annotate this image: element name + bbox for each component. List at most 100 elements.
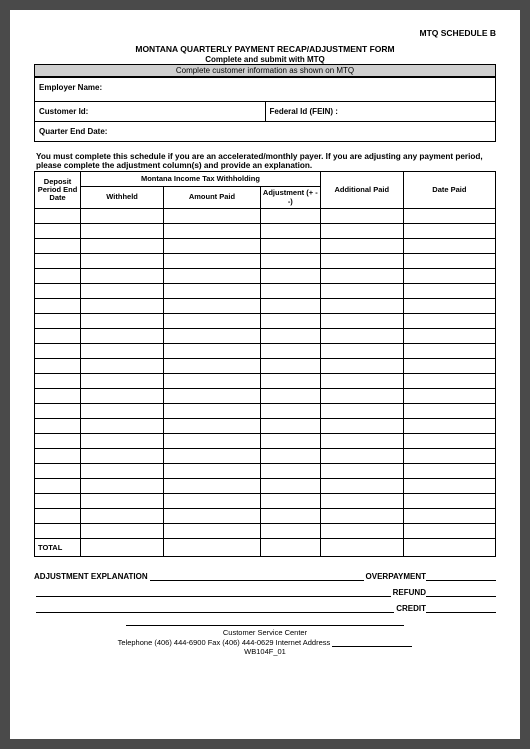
table-cell[interactable] xyxy=(320,343,403,358)
table-row[interactable] xyxy=(35,433,496,448)
table-row[interactable] xyxy=(35,208,496,223)
table-cell[interactable] xyxy=(320,388,403,403)
table-cell[interactable] xyxy=(403,508,495,523)
table-cell[interactable] xyxy=(81,298,164,313)
table-cell[interactable] xyxy=(403,358,495,373)
table-row[interactable] xyxy=(35,493,496,508)
table-cell[interactable] xyxy=(164,313,261,328)
table-row[interactable] xyxy=(35,298,496,313)
table-cell[interactable] xyxy=(164,448,261,463)
table-row[interactable] xyxy=(35,523,496,538)
table-cell[interactable] xyxy=(320,328,403,343)
table-cell[interactable] xyxy=(320,493,403,508)
table-row[interactable] xyxy=(35,283,496,298)
table-cell[interactable] xyxy=(403,448,495,463)
table-cell[interactable] xyxy=(260,343,320,358)
table-cell[interactable] xyxy=(35,493,81,508)
table-cell[interactable] xyxy=(403,343,495,358)
table-cell[interactable] xyxy=(403,283,495,298)
table-cell[interactable] xyxy=(260,283,320,298)
quarter-end-cell[interactable]: Quarter End Date: xyxy=(35,121,496,141)
table-cell[interactable] xyxy=(403,388,495,403)
table-cell[interactable] xyxy=(35,238,81,253)
table-cell[interactable] xyxy=(260,328,320,343)
table-row[interactable] xyxy=(35,268,496,283)
overpayment-line[interactable] xyxy=(426,571,496,581)
table-cell[interactable] xyxy=(81,358,164,373)
federal-id-cell[interactable]: Federal Id (FEIN) : xyxy=(265,101,496,121)
table-cell[interactable] xyxy=(260,253,320,268)
table-row[interactable] xyxy=(35,418,496,433)
credit-line[interactable] xyxy=(426,603,496,613)
total-cell[interactable] xyxy=(164,538,261,556)
table-cell[interactable] xyxy=(35,208,81,223)
table-cell[interactable] xyxy=(164,208,261,223)
table-cell[interactable] xyxy=(403,253,495,268)
table-cell[interactable] xyxy=(35,313,81,328)
adj-explanation-line-3[interactable] xyxy=(36,603,394,613)
table-cell[interactable] xyxy=(164,238,261,253)
table-cell[interactable] xyxy=(260,463,320,478)
table-cell[interactable] xyxy=(260,358,320,373)
table-cell[interactable] xyxy=(403,373,495,388)
table-cell[interactable] xyxy=(320,463,403,478)
table-cell[interactable] xyxy=(320,373,403,388)
table-cell[interactable] xyxy=(403,433,495,448)
table-cell[interactable] xyxy=(320,283,403,298)
table-cell[interactable] xyxy=(164,388,261,403)
table-cell[interactable] xyxy=(35,523,81,538)
table-cell[interactable] xyxy=(260,268,320,283)
table-cell[interactable] xyxy=(35,448,81,463)
table-cell[interactable] xyxy=(403,328,495,343)
table-row[interactable] xyxy=(35,478,496,493)
table-cell[interactable] xyxy=(260,373,320,388)
table-cell[interactable] xyxy=(35,223,81,238)
table-row[interactable] xyxy=(35,508,496,523)
table-cell[interactable] xyxy=(35,433,81,448)
table-cell[interactable] xyxy=(320,298,403,313)
table-cell[interactable] xyxy=(164,508,261,523)
table-cell[interactable] xyxy=(403,298,495,313)
adj-explanation-line-2[interactable] xyxy=(36,587,391,597)
table-cell[interactable] xyxy=(403,478,495,493)
table-cell[interactable] xyxy=(260,238,320,253)
table-cell[interactable] xyxy=(320,223,403,238)
table-cell[interactable] xyxy=(35,358,81,373)
table-cell[interactable] xyxy=(164,418,261,433)
table-cell[interactable] xyxy=(403,523,495,538)
table-cell[interactable] xyxy=(35,343,81,358)
table-cell[interactable] xyxy=(403,403,495,418)
table-row[interactable] xyxy=(35,238,496,253)
total-cell[interactable] xyxy=(320,538,403,556)
footer-internet-blank[interactable] xyxy=(332,646,412,647)
table-row[interactable] xyxy=(35,223,496,238)
table-cell[interactable] xyxy=(164,403,261,418)
table-cell[interactable] xyxy=(81,268,164,283)
table-cell[interactable] xyxy=(260,523,320,538)
table-cell[interactable] xyxy=(35,478,81,493)
table-cell[interactable] xyxy=(35,418,81,433)
total-cell[interactable] xyxy=(260,538,320,556)
table-cell[interactable] xyxy=(320,313,403,328)
table-cell[interactable] xyxy=(81,238,164,253)
table-cell[interactable] xyxy=(260,208,320,223)
table-cell[interactable] xyxy=(81,388,164,403)
adj-explanation-line-1[interactable] xyxy=(150,571,364,581)
table-cell[interactable] xyxy=(164,253,261,268)
table-cell[interactable] xyxy=(164,268,261,283)
table-cell[interactable] xyxy=(260,418,320,433)
table-cell[interactable] xyxy=(81,328,164,343)
table-cell[interactable] xyxy=(35,373,81,388)
table-cell[interactable] xyxy=(35,253,81,268)
total-cell[interactable] xyxy=(81,538,164,556)
table-cell[interactable] xyxy=(164,298,261,313)
table-cell[interactable] xyxy=(320,448,403,463)
table-row[interactable] xyxy=(35,253,496,268)
table-cell[interactable] xyxy=(81,283,164,298)
table-row[interactable] xyxy=(35,403,496,418)
table-cell[interactable] xyxy=(260,478,320,493)
table-cell[interactable] xyxy=(260,388,320,403)
table-cell[interactable] xyxy=(81,448,164,463)
table-row[interactable] xyxy=(35,343,496,358)
table-cell[interactable] xyxy=(81,508,164,523)
